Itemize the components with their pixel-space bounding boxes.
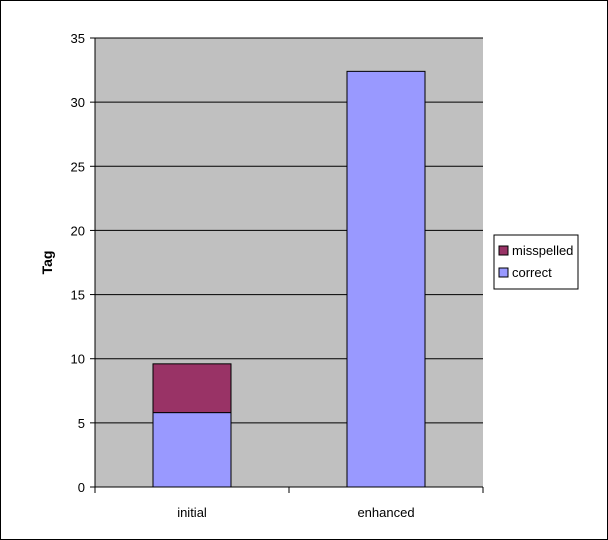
axes: 0 5 10 15 20 25 30 35 initial enhanced (71, 31, 484, 520)
legend-label-misspelled: misspelled (512, 243, 573, 258)
y-tick-label: 0 (78, 480, 85, 495)
legend-label-correct: correct (512, 265, 552, 280)
bar-correct-enhanced (346, 70, 426, 488)
legend: misspelled correct (493, 234, 579, 290)
y-axis-title: Tag (39, 251, 55, 275)
y-tick-label: 30 (71, 95, 85, 110)
y-tick-label: 25 (71, 159, 85, 174)
legend-swatch-misspelled (498, 245, 509, 256)
y-tick-label: 15 (71, 288, 85, 303)
legend-swatch-correct (498, 267, 509, 278)
y-tick-label: 5 (78, 416, 85, 431)
bars (152, 70, 426, 488)
legend-box (493, 234, 579, 290)
y-tick-label: 35 (71, 31, 85, 46)
bar-correct-initial (152, 412, 232, 488)
y-tick-label: 10 (71, 352, 85, 367)
y-tick-label: 20 (71, 223, 85, 238)
bar-misspelled-initial (152, 363, 232, 414)
x-tick-label: initial (177, 505, 207, 520)
x-tick-label: enhanced (357, 505, 414, 520)
